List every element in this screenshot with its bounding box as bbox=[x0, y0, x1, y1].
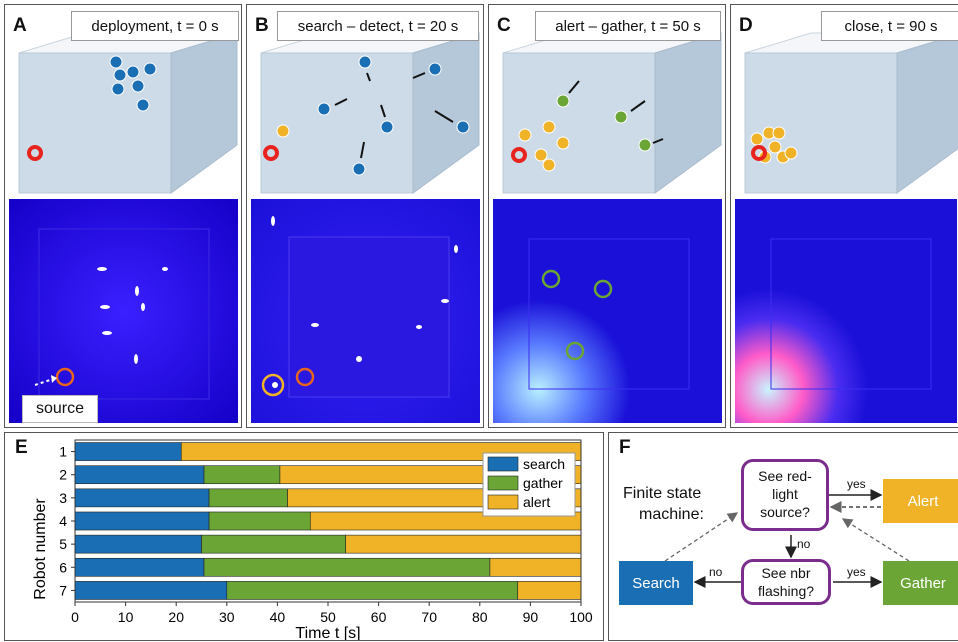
x-tick-label: 10 bbox=[118, 609, 134, 625]
plot-frame bbox=[74, 439, 582, 603]
decision-see-red-light: See red- light source? bbox=[741, 459, 829, 531]
bar-alert-robot-5 bbox=[345, 534, 582, 554]
bar-gather-robot-2 bbox=[203, 465, 281, 485]
bar-search-robot-5 bbox=[74, 534, 202, 554]
legend-label-search: search bbox=[523, 456, 565, 472]
photo-a bbox=[9, 199, 238, 423]
decision1-line1: See red- bbox=[758, 468, 812, 484]
stacked-bar-chart: Robot number Time t [s] 1 2 3 4 5 6 7 0 10 20 30 4… bbox=[32, 439, 593, 640]
fsm-arrows bbox=[664, 489, 910, 588]
x-tick-label: 20 bbox=[168, 609, 184, 625]
x-tick-label: 90 bbox=[523, 609, 539, 625]
bar-gather-robot-5 bbox=[201, 534, 347, 554]
panel-e-chart: E Robot number Time t [s] 1 2 3 4 5 6 7 0 10 20 3… bbox=[4, 432, 604, 641]
bar-search-robot-2 bbox=[74, 465, 205, 485]
label-yes-bottom: yes bbox=[847, 565, 866, 579]
decision1-line2: light bbox=[772, 486, 798, 502]
y-tick-label: 3 bbox=[59, 490, 67, 506]
chart-legend: search gather alert bbox=[482, 452, 576, 517]
bar-gather-robot-3 bbox=[208, 488, 288, 508]
bar-search-robot-1 bbox=[74, 442, 182, 461]
state-gather: Gather bbox=[883, 561, 958, 605]
decision2-line1: See nbr bbox=[761, 565, 811, 581]
legend-swatch-alert bbox=[487, 494, 519, 510]
bar-search-robot-4 bbox=[74, 511, 210, 531]
bar-alert-robot-6 bbox=[489, 557, 582, 577]
scene-box-b bbox=[260, 32, 480, 194]
panel-letter-c: C bbox=[497, 15, 511, 36]
panel-label-b: search – detect, t = 20 s bbox=[277, 11, 479, 41]
x-axis-label: Time t [s] bbox=[295, 625, 360, 640]
fsm-title-line2: machine: bbox=[639, 506, 704, 523]
source-label: source bbox=[22, 395, 98, 423]
y-tick-label: 2 bbox=[59, 467, 67, 483]
bar-gather-robot-4 bbox=[208, 511, 311, 531]
panel-label-d: close, t = 90 s bbox=[821, 11, 958, 41]
panel-label-c: alert – gather, t = 50 s bbox=[535, 11, 721, 41]
y-tick-label: 1 bbox=[59, 444, 67, 460]
label-no-middle: no bbox=[797, 537, 811, 551]
legend-label-gather: gather bbox=[523, 475, 563, 491]
x-tick-label: 100 bbox=[569, 609, 593, 625]
panel-b: B search – detect, t = 20 s bbox=[246, 4, 484, 428]
panel-c: C alert – gather, t = 50 s bbox=[488, 4, 726, 428]
y-tick-label: 5 bbox=[59, 536, 67, 552]
legend-swatch-gather bbox=[487, 475, 519, 491]
decision1-line3: source? bbox=[760, 504, 810, 520]
panel-d: D close, t = 90 s bbox=[730, 4, 958, 428]
panel-letter-f: F bbox=[619, 437, 631, 458]
bar-search-robot-7 bbox=[74, 581, 228, 600]
state-alert: Alert bbox=[883, 479, 958, 523]
x-tick-label: 30 bbox=[219, 609, 235, 625]
decision2-line2: flashing? bbox=[757, 583, 815, 599]
bar-search-robot-6 bbox=[74, 557, 205, 577]
y-tick-label: 7 bbox=[59, 582, 67, 598]
panel-a: A deployment, t = 0 s source bbox=[4, 4, 242, 428]
source-ring bbox=[27, 145, 43, 161]
x-tick-label: 70 bbox=[421, 609, 437, 625]
fsm-title: Finite state machine: bbox=[623, 483, 704, 525]
scene-box-d bbox=[744, 32, 958, 194]
y-axis-label: Robot number bbox=[32, 498, 49, 600]
scene-box-a bbox=[18, 32, 238, 194]
y-tick-label: 4 bbox=[59, 513, 67, 529]
legend-label-alert: alert bbox=[523, 494, 550, 510]
scene-box-c bbox=[502, 32, 722, 194]
state-search: Search bbox=[619, 561, 693, 605]
legend-swatch-search bbox=[487, 456, 519, 472]
label-no-bottom: no bbox=[709, 565, 723, 579]
panel-letter-b: B bbox=[255, 15, 269, 36]
panel-letter-d: D bbox=[739, 15, 753, 36]
panel-label-a: deployment, t = 0 s bbox=[71, 11, 239, 41]
photo-b bbox=[251, 199, 480, 423]
panel-f-fsm: F Finite state machine: See red- light s… bbox=[608, 432, 958, 641]
fsm-title-line1: Finite state bbox=[623, 485, 702, 502]
x-tick-label: 50 bbox=[320, 609, 336, 625]
bar-gather-robot-6 bbox=[203, 557, 491, 577]
arrow-gather-to-top bbox=[841, 518, 910, 562]
bar-search-robot-3 bbox=[74, 488, 210, 508]
bar-gather-robot-7 bbox=[226, 581, 519, 600]
y-tick-label: 6 bbox=[59, 559, 67, 575]
panel-letter-e: E bbox=[15, 437, 28, 458]
x-tick-label: 80 bbox=[472, 609, 488, 625]
bar-alert-robot-7 bbox=[517, 581, 582, 600]
decision-see-nbr-flashing: See nbr flashing? bbox=[741, 559, 831, 605]
x-tick-label: 60 bbox=[371, 609, 387, 625]
x-tick-label: 40 bbox=[270, 609, 286, 625]
x-tick-label: 0 bbox=[71, 609, 79, 625]
panel-letter-a: A bbox=[13, 15, 27, 36]
label-yes-top: yes bbox=[847, 477, 866, 491]
arrow-search-to-top bbox=[664, 512, 739, 562]
photo-c bbox=[493, 199, 722, 423]
photo-d bbox=[735, 199, 957, 423]
